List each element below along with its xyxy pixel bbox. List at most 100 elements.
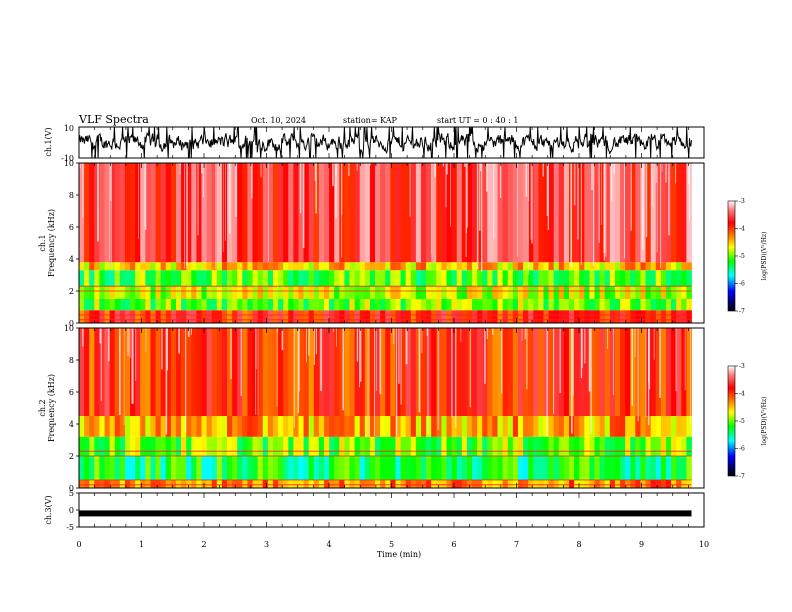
spectrogram-cell [686, 416, 692, 437]
spectrogram-cell [89, 262, 95, 271]
spectrogram-streak [255, 328, 257, 415]
spectrogram-streak [499, 163, 502, 198]
spectrogram-cell [431, 163, 437, 263]
spectrogram-cell [84, 270, 90, 287]
spectrogram-cell [84, 299, 90, 311]
spectrogram-cell [614, 163, 621, 263]
spectrogram-cell [349, 270, 356, 287]
spectrogram-cell [344, 328, 350, 416]
spectrogram-cell [482, 163, 488, 263]
spectrogram-cell [324, 416, 330, 437]
spectrogram-cell [375, 163, 381, 263]
spectrogram-streak [201, 163, 203, 174]
spectrogram-cell [686, 436, 692, 456]
spectrogram-cell [206, 270, 213, 287]
spectrogram-cell [574, 456, 580, 480]
spectrogram-cell [625, 299, 631, 311]
spectrogram-cell [584, 286, 590, 299]
spectrogram-cell [609, 436, 616, 456]
spectrogram-cell [609, 416, 616, 437]
spectrogram-cell [451, 262, 458, 271]
spectrogram-cell [206, 328, 213, 416]
spectrogram-cell [216, 416, 223, 437]
spectrogram-cell [517, 328, 524, 416]
spectrogram-cell [175, 416, 182, 437]
spectrogram-cell [364, 270, 371, 287]
spectrogram-cell [191, 480, 197, 488]
spectrogram-streak [665, 163, 667, 183]
spectrogram-cell [487, 456, 493, 480]
spectrogram-cell [594, 328, 601, 416]
spectrogram-cell [671, 436, 677, 456]
spectrogram-cell [436, 310, 442, 323]
spectrogram-cell [650, 270, 657, 287]
spectrogram-cell [272, 456, 279, 480]
spectrogram-cell [181, 436, 187, 456]
spectrogram-cell [410, 480, 417, 488]
spectrogram-cell [216, 456, 223, 480]
spectrogram-cell [507, 163, 514, 263]
spectrogram-cell [206, 436, 213, 456]
spectrogram-cell [589, 310, 595, 323]
spectrogram-cell [461, 456, 468, 480]
spectrogram-cell [288, 436, 294, 456]
spectrogram-streak [684, 328, 686, 391]
spectrogram-cell [339, 270, 345, 287]
spectrogram-streak [188, 328, 190, 337]
spectrogram-cell [558, 328, 565, 416]
spectrogram-cell [364, 163, 371, 263]
spectrogram-cell [104, 270, 111, 287]
spectrogram-cell [405, 262, 412, 271]
spectrogram-cell [569, 456, 575, 480]
spectrogram-cell [400, 456, 407, 480]
spectrogram-cell [512, 262, 519, 271]
spectrogram-streak [79, 163, 81, 169]
spectrogram-cell [237, 299, 243, 311]
spectrogram-cell [482, 436, 488, 456]
spectrogram-cell [415, 310, 422, 323]
spectrogram-cell [124, 262, 131, 271]
spectrogram-cell [293, 456, 299, 480]
spectrogram-cell [655, 286, 662, 299]
spectrogram-cell [334, 480, 340, 488]
spectrogram-streak [165, 328, 168, 435]
spectrogram-cell [574, 328, 580, 416]
spectrogram-streak [624, 163, 625, 259]
spectrogram-cell [99, 436, 105, 456]
spectrogram-cell [512, 436, 519, 456]
spectrogram-cell [686, 310, 692, 323]
spectrogram-streak [584, 328, 586, 364]
spectrogram-cell [252, 480, 259, 488]
spectrogram-cell [232, 416, 238, 437]
spectrogram-cell [181, 416, 187, 437]
time-tick-label: 7 [514, 540, 519, 549]
spectrogram-streak [675, 328, 677, 392]
spectrogram-cell [548, 456, 555, 480]
spectrogram-cell [431, 416, 437, 437]
spectrogram-cell [405, 436, 412, 456]
spectrogram-cell [543, 310, 549, 323]
spectrogram-cell [574, 480, 580, 488]
spectrogram-cell [426, 480, 432, 488]
spectrogram-cell [390, 456, 396, 480]
spectrogram-cell [181, 163, 187, 263]
spectrogram-cell [492, 456, 498, 480]
spectrogram-cell [482, 310, 488, 323]
spectrogram-cell [584, 456, 590, 480]
spectrogram-cell [472, 328, 478, 416]
spectrogram-cell [278, 163, 284, 263]
spectrogram-cell [339, 456, 345, 480]
spectrogram-cell [538, 416, 544, 437]
spectrogram-cell [405, 270, 412, 287]
spectrogram-cell [227, 270, 233, 287]
spectrogram-cell [538, 270, 544, 287]
spectrogram-cell [252, 436, 259, 456]
spectrogram-cell [150, 480, 156, 488]
spectrogram-cell [625, 416, 631, 437]
spectrogram-cell [170, 262, 177, 271]
spectrogram-streak [179, 163, 181, 175]
spectrogram-cell [191, 270, 197, 287]
spectrogram-cell [400, 286, 407, 299]
spectrogram-streak [553, 328, 555, 414]
frequency-ytick-label: 4 [69, 255, 74, 264]
